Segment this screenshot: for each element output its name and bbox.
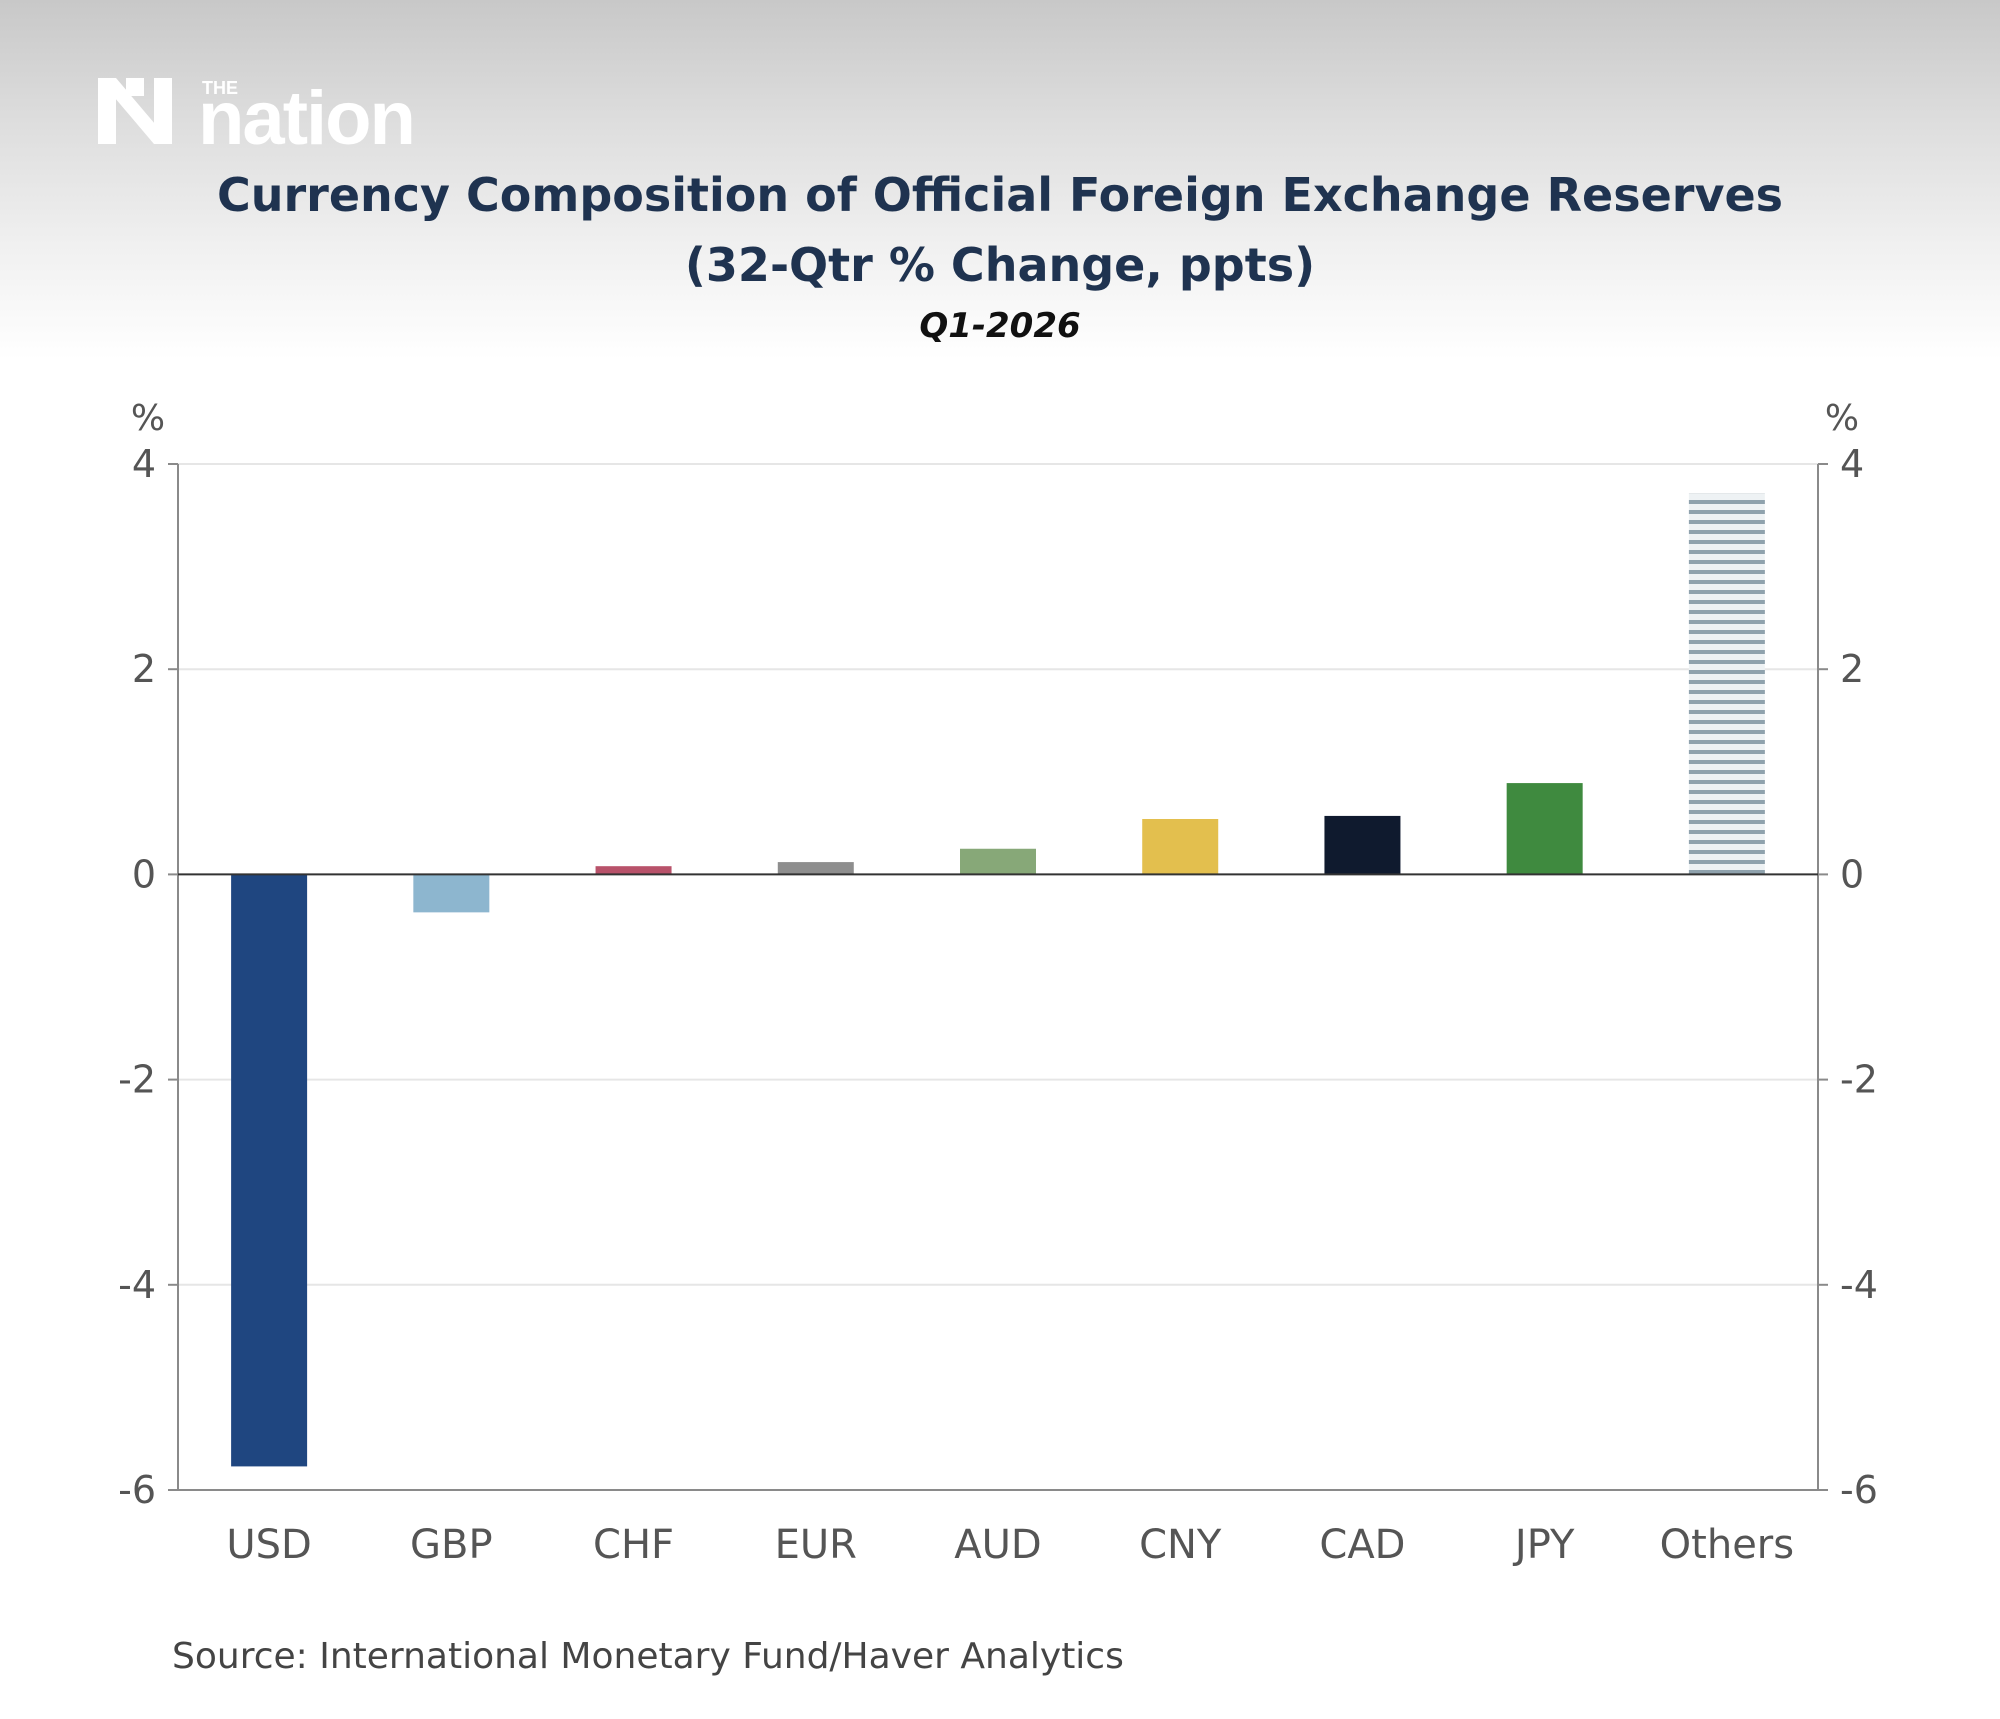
chart-title: Currency Composition of Official Foreign…	[216, 168, 1784, 222]
bar-chart: 4 4 2 2 0 0 -2 -2 -4 -4 -6 -6% % USD GBP CHF EUR AUD CNY CA…	[118, 398, 1878, 1568]
x-tick-label: CAD	[1319, 1522, 1405, 1568]
y-tick-label-right: 2	[1840, 647, 1864, 691]
y-tick-label-left: -2	[118, 1058, 156, 1102]
y-axis-unit-right: %	[1825, 398, 1859, 439]
bar-usd	[231, 874, 308, 1467]
x-tick-label: USD	[226, 1522, 311, 1568]
bar-gbp	[413, 874, 490, 913]
chart-title-units: (32-Qtr % Change, ppts)	[684, 238, 1316, 292]
x-tick-label: GBP	[410, 1522, 493, 1568]
y-tick-label-left: -6	[118, 1468, 156, 1512]
logo-wordmark: nation	[198, 76, 414, 161]
y-tick-label-left: 2	[132, 647, 156, 691]
bar-eur	[777, 862, 854, 875]
y-tick-label-left: 0	[132, 852, 156, 896]
x-tick-label: CHF	[593, 1522, 674, 1568]
y-tick-label-right: -6	[1840, 1468, 1878, 1512]
y-tick-label-right: -4	[1840, 1263, 1878, 1307]
bar-aud	[960, 848, 1036, 875]
header-band	[0, 0, 2000, 360]
chart-subtitle: Q1-2026	[919, 306, 1081, 346]
y-tick-label-right: 0	[1840, 852, 1864, 896]
the-nation-logo: THE nation	[98, 76, 416, 161]
bar-others	[1688, 493, 1765, 875]
x-tick-label: Others	[1660, 1522, 1794, 1568]
y-tick-label-right: 4	[1840, 442, 1864, 486]
y-tick-label-right: -2	[1840, 1058, 1878, 1102]
y-tick-label-left: -4	[118, 1263, 156, 1307]
x-tick-label: JPY	[1512, 1522, 1575, 1568]
bar-cny	[1142, 818, 1219, 875]
x-tick-label: AUD	[954, 1522, 1041, 1568]
bar-jpy	[1506, 783, 1583, 875]
bar-chf	[595, 866, 672, 875]
x-tick-label: CNY	[1139, 1522, 1222, 1568]
x-tick-label: EUR	[775, 1522, 857, 1568]
logo-kicker: THE	[202, 78, 238, 98]
y-tick-label-left: 4	[132, 442, 156, 486]
chart-title-block: Currency Composition of Official Foreign…	[0, 160, 2000, 352]
n-mark-icon	[98, 78, 172, 144]
y-axis-unit-left: %	[131, 398, 165, 439]
source-note: Source: International Monetary Fund/Have…	[172, 1636, 1124, 1677]
bar-cad	[1324, 815, 1401, 875]
